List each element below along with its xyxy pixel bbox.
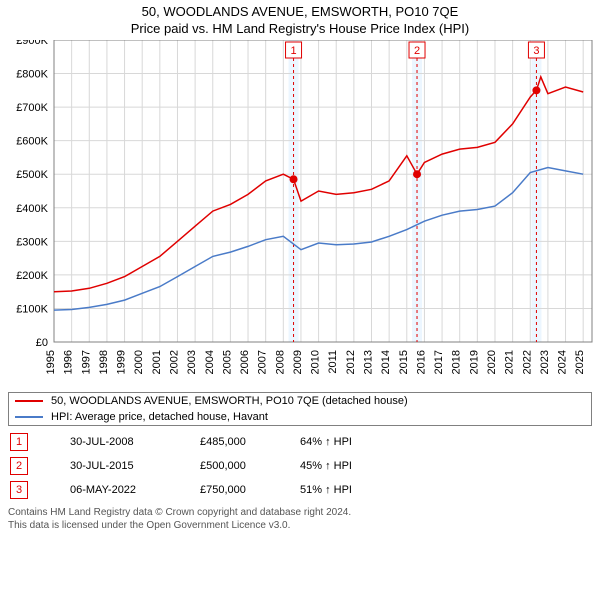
plot-area: £0 £100K £200K £300K £400K £500K £600K £700K £80…: [0, 40, 600, 390]
x-tick-label: 2013: [363, 350, 375, 374]
x-tick-label: 2020: [486, 350, 498, 374]
sale-date: 06-MAY-2022: [70, 484, 200, 496]
footer-line-1: Contains HM Land Registry data © Crown c…: [8, 506, 592, 519]
x-tick-label: 2006: [239, 350, 251, 374]
sale-row: 1 30-JUL-2008£485,00064% ↑ HPI: [8, 430, 592, 454]
x-tick-label: 2024: [557, 350, 569, 374]
x-tick-label: 2012: [345, 350, 357, 374]
y-tick-label: £700K: [16, 102, 48, 114]
sale-badge-1: 1: [290, 45, 296, 57]
x-tick-label: 2010: [310, 350, 322, 374]
sale-date: 30-JUL-2015: [70, 460, 200, 472]
y-tick-label: £600K: [16, 136, 48, 148]
y-tick-label: £300K: [16, 236, 48, 248]
x-tick-label: 1997: [80, 350, 92, 374]
x-tick-label: 2000: [133, 350, 145, 374]
x-tick-label: 2008: [274, 350, 286, 374]
legend: 50, WOODLANDS AVENUE, EMSWORTH, PO10 7QE…: [8, 392, 592, 426]
x-tick-label: 2016: [415, 350, 427, 374]
x-tick-label: 2021: [504, 350, 516, 374]
y-tick-label: £400K: [16, 203, 48, 215]
x-tick-label: 2017: [433, 350, 445, 374]
x-tick-label: 2025: [574, 350, 586, 374]
x-tick-label: 2007: [257, 350, 269, 374]
x-tick-label: 2018: [451, 350, 463, 374]
x-tick-label: 1996: [63, 350, 75, 374]
x-tick-label: 2011: [327, 350, 339, 374]
y-tick-label: £100K: [16, 303, 48, 315]
legend-swatch: [15, 400, 43, 402]
x-tick-label: 2015: [398, 350, 410, 374]
chart-title-address: 50, WOODLANDS AVENUE, EMSWORTH, PO10 7QE: [0, 4, 600, 19]
sale-badge: 2: [10, 457, 28, 475]
sale-badge: 1: [10, 433, 28, 451]
footer-line-2: This data is licensed under the Open Gov…: [8, 519, 592, 532]
x-tick-label: 2003: [186, 350, 198, 374]
x-tick-label: 2001: [151, 350, 163, 374]
sale-badge-2: 2: [414, 45, 420, 57]
x-tick-label: 2009: [292, 350, 304, 374]
sales-table: 1 30-JUL-2008£485,00064% ↑ HPI 2 30-JUL-201…: [8, 430, 592, 502]
sale-pct-vs-hpi: 45% ↑ HPI: [300, 460, 400, 472]
legend-label: 50, WOODLANDS AVENUE, EMSWORTH, PO10 7QE…: [51, 395, 408, 407]
x-tick-label: 1998: [98, 350, 110, 374]
legend-item: 50, WOODLANDS AVENUE, EMSWORTH, PO10 7QE…: [9, 393, 591, 409]
y-tick-label: £0: [36, 337, 48, 349]
sale-row: 2 30-JUL-2015£500,00045% ↑ HPI: [8, 454, 592, 478]
x-tick-label: 2022: [521, 350, 533, 374]
sale-badge: 3: [10, 481, 28, 499]
sale-price: £750,000: [200, 484, 300, 496]
sale-pct-vs-hpi: 64% ↑ HPI: [300, 436, 400, 448]
chart-title-sub: Price paid vs. HM Land Registry's House …: [0, 21, 600, 36]
x-tick-label: 2014: [380, 350, 392, 374]
line-chart: £0 £100K £200K £300K £400K £500K £600K £700K £80…: [0, 40, 600, 390]
sale-price: £485,000: [200, 436, 300, 448]
titles: 50, WOODLANDS AVENUE, EMSWORTH, PO10 7QE…: [0, 4, 600, 36]
x-tick-label: 1995: [45, 350, 57, 374]
y-tick-label: £900K: [16, 40, 48, 47]
x-tick-label: 2023: [539, 350, 551, 374]
sale-date: 30-JUL-2008: [70, 436, 200, 448]
x-tick-label: 1999: [116, 350, 128, 374]
sale-badge-3: 3: [533, 45, 539, 57]
y-tick-label: £200K: [16, 270, 48, 282]
x-tick-label: 2004: [204, 350, 216, 374]
x-tick-label: 2002: [168, 350, 180, 374]
legend-label: HPI: Average price, detached house, Hava…: [51, 411, 268, 423]
y-tick-label: £500K: [16, 169, 48, 181]
chart-container: 50, WOODLANDS AVENUE, EMSWORTH, PO10 7QE…: [0, 4, 600, 532]
sale-pct-vs-hpi: 51% ↑ HPI: [300, 484, 400, 496]
x-tick-label: 2005: [221, 350, 233, 374]
legend-item: HPI: Average price, detached house, Hava…: [9, 409, 591, 425]
sale-row: 3 06-MAY-2022£750,00051% ↑ HPI: [8, 478, 592, 502]
legend-swatch: [15, 416, 43, 418]
footer: Contains HM Land Registry data © Crown c…: [8, 506, 592, 532]
y-tick-label: £800K: [16, 69, 48, 81]
x-tick-label: 2019: [468, 350, 480, 374]
sale-price: £500,000: [200, 460, 300, 472]
